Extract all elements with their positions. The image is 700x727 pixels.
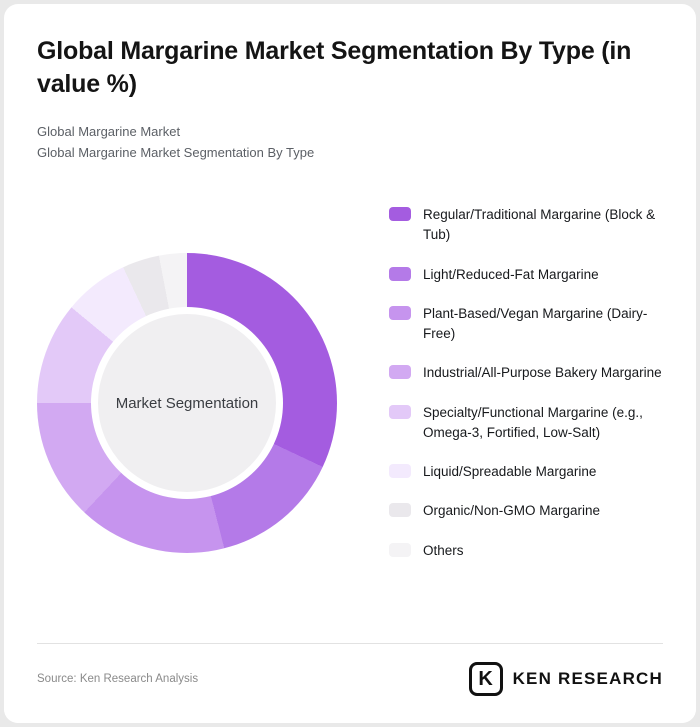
legend: Regular/Traditional Margarine (Block & T…	[389, 201, 663, 580]
subtitles: Global Margarine Market Global Margarine…	[37, 121, 663, 163]
legend-swatch	[389, 464, 411, 479]
legend-label: Light/Reduced-Fat Margarine	[423, 266, 599, 282]
donut-hole: Market Segmentation	[91, 307, 283, 500]
legend-label: Industrial/All-Purpose Bakery Margarine	[423, 365, 662, 381]
legend-label: Plant-Based/Vegan Margarine (Dairy-Free)	[423, 305, 648, 342]
source-text: Source: Ken Research Analysis	[37, 673, 199, 685]
legend-swatch	[389, 365, 411, 380]
logo-wordmark: KEN RESEARCH	[512, 669, 663, 688]
legend-item: Liquid/Spreadable Margarine	[389, 462, 663, 482]
legend-swatch	[389, 404, 411, 419]
legend-label: Others	[423, 542, 464, 558]
legend-swatch	[389, 266, 411, 281]
footer-divider	[37, 643, 663, 644]
legend-label: Regular/Traditional Margarine (Block & T…	[423, 207, 656, 243]
subtitle-market: Global Margarine Market	[37, 124, 181, 139]
donut-chart: Market Segmentation	[37, 253, 337, 554]
legend-swatch	[389, 503, 411, 518]
legend-label: Specialty/Functional Margarine (e.g., Om…	[423, 404, 643, 440]
legend-swatch	[389, 207, 411, 222]
subtitle-segmentation: Global Margarine Market Segmentation By …	[37, 145, 315, 161]
legend-item: Industrial/All-Purpose Bakery Margarine	[389, 363, 663, 383]
legend-item: Regular/Traditional Margarine (Block & T…	[389, 205, 663, 246]
page-title: Global Margarine Market Segmentation By …	[37, 37, 632, 98]
donut-center-label: Market Segmentation	[98, 314, 276, 493]
footer: Source: Ken Research Analysis K KEN RESE…	[4, 643, 696, 723]
logo-k-icon: K	[468, 662, 503, 696]
ken-research-logo: K KEN RESEARCH	[468, 662, 663, 696]
chart-section: Market Segmentation Regular/Traditional …	[37, 201, 663, 580]
legend-item: Organic/Non-GMO Margarine	[389, 501, 663, 521]
legend-item: Others	[389, 541, 663, 561]
legend-label: Liquid/Spreadable Margarine	[423, 464, 597, 480]
donut-wrap: Market Segmentation	[37, 201, 389, 554]
legend-item: Light/Reduced-Fat Margarine	[389, 265, 663, 285]
legend-swatch	[389, 305, 411, 320]
legend-item: Specialty/Functional Margarine (e.g., Om…	[389, 403, 663, 444]
chart-card: Global Margarine Market Segmentation By …	[4, 4, 696, 723]
legend-label: Organic/Non-GMO Margarine	[423, 503, 601, 519]
legend-swatch	[389, 542, 411, 557]
legend-item: Plant-Based/Vegan Margarine (Dairy-Free)	[389, 304, 663, 345]
